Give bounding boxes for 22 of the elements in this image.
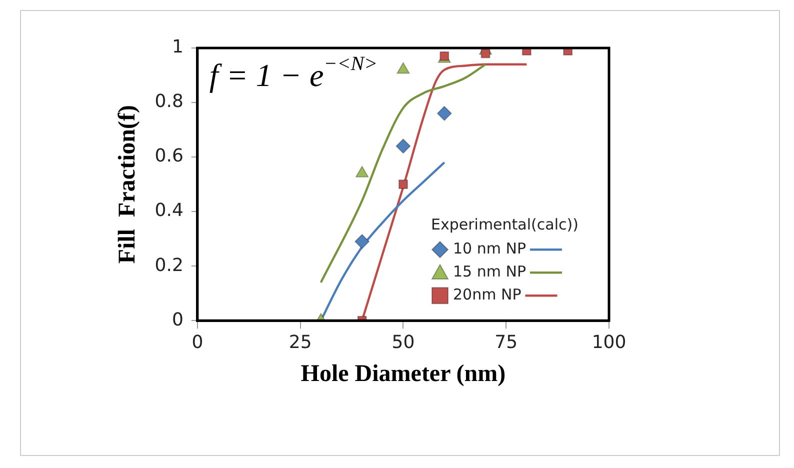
y-tick-label: 0 — [172, 309, 184, 330]
legend-label: 15 nm NP — [453, 262, 526, 280]
legend-title: Experimental(calc)) — [431, 215, 578, 234]
point — [436, 106, 452, 121]
point — [396, 138, 411, 154]
point — [355, 166, 369, 178]
y-tick-label: 1 — [172, 36, 184, 58]
legend-label: 10 nm NP — [453, 239, 526, 258]
y-tick-label: 0.4 — [154, 200, 184, 222]
x-tick-label: 25 — [288, 332, 312, 354]
x-tick-label: 0 — [192, 332, 204, 354]
point — [398, 180, 408, 190]
y-axis-title: Fill Fraction(f) — [114, 104, 141, 264]
y-tick-label: 0.2 — [154, 254, 184, 276]
x-tick-label: 100 — [592, 332, 626, 354]
legend-label: 20nm NP — [453, 285, 522, 304]
y-tick-label: 0.8 — [154, 91, 184, 112]
x-axis-title: Hole Diameter (nm) — [300, 360, 506, 387]
y-tick-label: 0.6 — [154, 146, 184, 167]
point — [480, 48, 490, 58]
x-tick-label: 50 — [392, 332, 415, 354]
x-tick-label: 75 — [494, 332, 518, 354]
